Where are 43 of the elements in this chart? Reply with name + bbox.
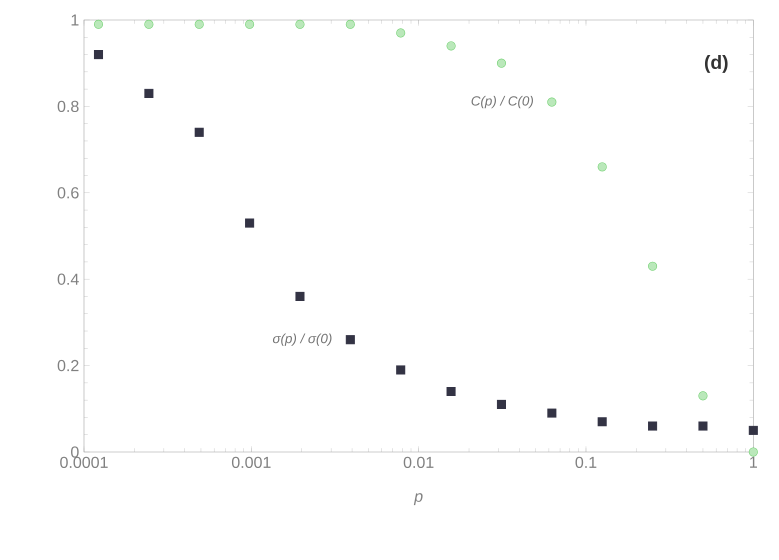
x-tick-label: 1	[750, 456, 757, 468]
point	[144, 20, 154, 29]
y-tick-label: 1	[72, 14, 79, 26]
point	[144, 88, 154, 98]
x-tick-label: 0.001	[232, 456, 271, 468]
point	[295, 20, 304, 29]
point	[295, 292, 304, 302]
point	[245, 218, 254, 228]
point	[245, 20, 254, 29]
point	[748, 426, 758, 435]
point	[396, 365, 406, 374]
point	[547, 98, 556, 107]
x-tick-label: 0.01	[404, 456, 434, 468]
series-label: σ(p) / σ(0)	[272, 333, 332, 346]
point	[698, 391, 708, 400]
y-tick-label: 0	[71, 446, 79, 458]
point	[194, 20, 204, 29]
y-tick-label: 0.6	[58, 187, 79, 198]
point	[446, 41, 456, 50]
series-label: C(p) / C(0)	[472, 96, 533, 108]
y-tick-label: 0.2	[58, 360, 78, 372]
y-tick-label: 0.8	[58, 100, 79, 112]
point	[194, 128, 204, 137]
point	[698, 422, 708, 431]
point	[648, 422, 658, 431]
point	[346, 20, 355, 29]
point	[598, 162, 607, 172]
annotation: (d)	[704, 54, 728, 73]
point	[346, 335, 355, 344]
x-axis-title: p	[414, 493, 423, 506]
point	[446, 386, 456, 396]
point	[94, 20, 104, 29]
point	[547, 408, 556, 418]
point	[496, 400, 506, 410]
y-tick-label: 0.4	[58, 274, 79, 285]
point	[396, 28, 406, 38]
point	[598, 417, 607, 426]
point	[648, 262, 658, 271]
point	[496, 58, 506, 68]
point	[748, 447, 758, 457]
x-tick-label: 0.0001	[60, 456, 108, 468]
point	[94, 50, 104, 60]
x-tick-label: 0.1	[576, 456, 596, 468]
